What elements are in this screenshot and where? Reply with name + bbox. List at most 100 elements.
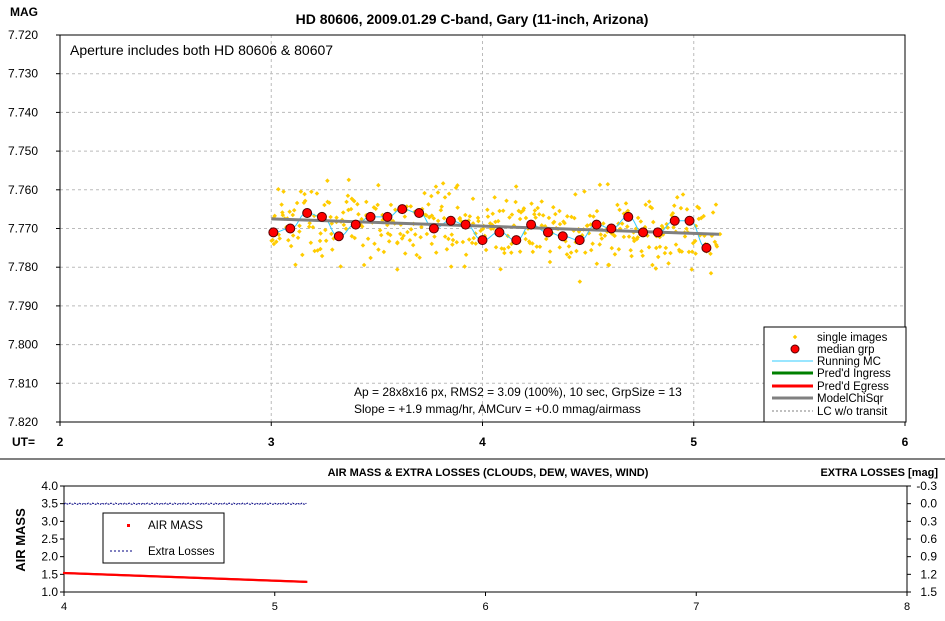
air-mass-point <box>69 572 72 575</box>
median-grp-point <box>316 211 327 222</box>
single-image-point <box>497 208 502 214</box>
median-grp-point <box>591 219 602 230</box>
air-mass-point <box>254 578 257 582</box>
air-mass-point <box>224 577 227 581</box>
legend-label-lc-wo-transit: LC w/o transit <box>817 406 888 418</box>
single-image-point <box>419 224 424 230</box>
air-mass-point <box>246 578 249 581</box>
air-mass-point <box>91 572 94 576</box>
top-y-tick-label: 7.770 <box>8 222 38 236</box>
air-mass-point <box>293 580 296 583</box>
air-mass-point <box>154 575 157 578</box>
top-chart-title: HD 80606, 2009.01.29 C-band, Gary (11-in… <box>296 11 649 27</box>
single-image-point <box>388 232 393 238</box>
air-mass-point <box>79 572 82 575</box>
air-mass-point <box>118 573 121 577</box>
legend-symbol-single-images <box>792 334 798 340</box>
air-mass-point <box>265 579 268 582</box>
median-grp-point <box>638 227 649 238</box>
median-grp-point <box>397 204 408 215</box>
legend-symbol-air-mass <box>127 524 130 527</box>
air-mass-point <box>130 574 133 577</box>
top-y-tick-label: 7.810 <box>8 376 38 390</box>
air-mass-point <box>107 573 110 576</box>
median-grp-point <box>494 227 505 238</box>
single-image-point <box>338 264 343 269</box>
top-y-tick-label: 7.790 <box>8 299 38 313</box>
single-image-point <box>442 234 448 239</box>
median-grp-point <box>606 223 617 234</box>
air-mass-point <box>185 576 188 579</box>
single-image-point <box>322 202 327 208</box>
air-mass-point <box>82 572 85 575</box>
air-mass-point <box>152 575 155 578</box>
air-mass-point <box>216 577 219 580</box>
air-mass-point <box>200 576 203 580</box>
legend-symbol-median-grp <box>790 344 800 354</box>
air-mass-point <box>286 580 289 583</box>
air-mass-point <box>298 580 301 583</box>
single-image-point <box>302 198 308 204</box>
single-image-point <box>429 213 435 218</box>
legend-label-running-mc: Running MC <box>817 356 881 368</box>
single-image-point <box>319 253 325 259</box>
bottom-y-tick-label: 3.0 <box>41 514 58 528</box>
median-grp-point <box>684 215 695 226</box>
air-mass-point <box>86 572 89 575</box>
air-mass-point <box>142 574 145 578</box>
air-mass-point <box>76 572 79 575</box>
bottom-x-tick-label: 6 <box>482 601 488 613</box>
air-mass-point <box>183 576 186 579</box>
median-grp-point <box>623 211 634 222</box>
air-mass-point <box>273 579 276 582</box>
median-grp-point <box>302 208 313 219</box>
air-mass-point <box>109 573 112 576</box>
air-mass-point <box>137 574 140 577</box>
single-image-point <box>286 238 291 243</box>
air-mass-point <box>103 573 106 576</box>
single-image-point <box>302 191 307 197</box>
single-image-point <box>291 207 297 213</box>
median-grp-point <box>268 227 279 238</box>
air-mass-point <box>68 572 71 575</box>
air-mass-point <box>295 580 298 583</box>
median-grp-point <box>382 211 393 222</box>
air-mass-point <box>269 579 272 582</box>
bottom-y2-tick-label: 0.9 <box>920 550 937 564</box>
single-image-point <box>433 184 439 189</box>
air-mass-point <box>202 577 205 580</box>
median-grp-point <box>557 231 568 242</box>
single-image-point <box>356 211 361 217</box>
air-mass-point <box>260 579 263 582</box>
air-mass-point <box>194 576 197 579</box>
air-mass-point <box>173 575 176 579</box>
single-image-point <box>376 182 381 188</box>
single-image-point <box>274 239 279 244</box>
air-mass-point <box>251 578 254 581</box>
bottom-y2-tick-label: 1.2 <box>920 567 937 581</box>
air-mass-point <box>242 578 245 581</box>
single-image-point <box>290 233 296 238</box>
air-mass-point <box>282 579 285 583</box>
single-image-point <box>450 237 456 243</box>
air-mass-point <box>205 577 208 580</box>
single-image-point <box>414 252 419 258</box>
single-image-point <box>462 264 467 269</box>
single-image-point <box>410 242 416 248</box>
air-mass-point <box>240 578 243 581</box>
air-mass-point <box>253 578 256 582</box>
top-x-tick-label: 4 <box>479 435 486 449</box>
single-image-point <box>422 190 427 196</box>
air-mass-point <box>245 578 248 581</box>
top-y-tick-label: 7.800 <box>8 338 38 352</box>
air-mass-point <box>180 576 183 579</box>
air-mass-point <box>197 576 200 580</box>
air-mass-point <box>85 572 88 575</box>
median-grp-point <box>574 235 585 246</box>
air-mass-point <box>94 573 97 576</box>
air-mass-point <box>226 577 229 581</box>
air-mass-point <box>66 572 69 575</box>
median-grp-point <box>542 227 553 238</box>
